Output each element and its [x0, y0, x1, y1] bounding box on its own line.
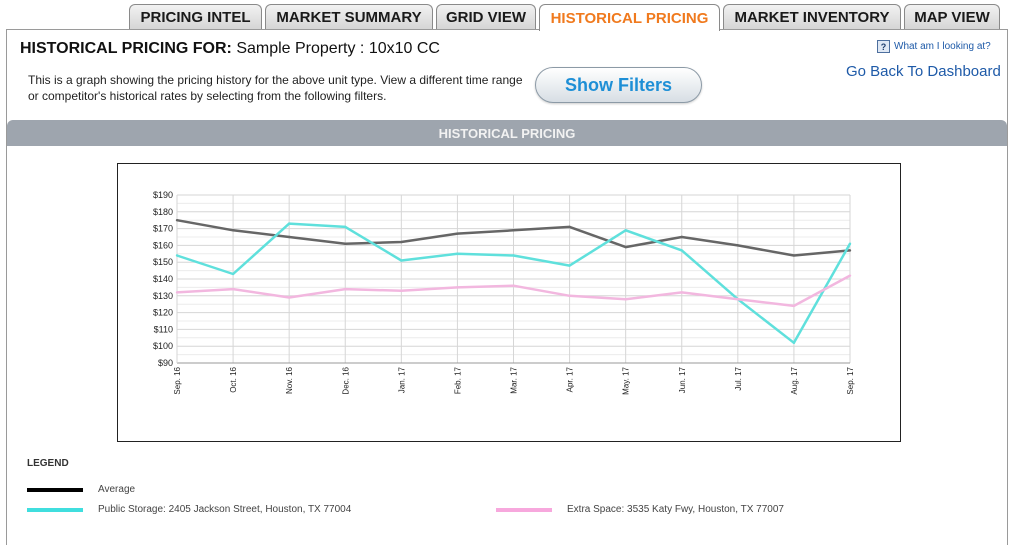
- data-point: [624, 245, 627, 249]
- legend-label: Public Storage: 2405 Jackson Street, Hou…: [98, 504, 352, 515]
- data-point: [568, 294, 571, 297]
- x-tick-label: Sep. 16: [173, 366, 182, 394]
- y-tick-label: $180: [153, 207, 173, 217]
- data-point: [792, 341, 796, 345]
- data-point: [344, 287, 347, 291]
- data-point: [680, 235, 683, 239]
- data-point: [512, 254, 515, 257]
- show-filters-button[interactable]: Show Filters: [535, 67, 702, 103]
- data-point: [568, 264, 571, 267]
- data-point: [680, 249, 683, 252]
- data-point: [344, 225, 347, 229]
- page-title-label: HISTORICAL PRICING FOR:: [20, 40, 232, 57]
- data-point: [568, 225, 571, 229]
- x-tick-label: Sep. 17: [846, 366, 855, 394]
- tab-bar: PRICING INTEL MARKET SUMMARY GRID VIEW H…: [0, 0, 1015, 31]
- question-icon: ?: [877, 40, 890, 53]
- tab-market-inventory[interactable]: MARKET INVENTORY: [723, 4, 901, 30]
- x-tick-label: Dec. 16: [341, 366, 350, 394]
- data-point: [680, 291, 683, 294]
- help-link[interactable]: ? What am I looking at?: [877, 40, 991, 53]
- y-tick-label: $150: [153, 257, 173, 267]
- x-tick-label: Jan. 17: [397, 366, 406, 393]
- section-header: HISTORICAL PRICING: [7, 120, 1007, 146]
- data-point: [736, 297, 740, 301]
- data-point: [848, 274, 852, 277]
- data-point: [792, 304, 796, 308]
- data-point: [344, 242, 347, 245]
- data-point: [736, 244, 740, 247]
- data-point: [175, 254, 179, 257]
- y-tick-label: $100: [153, 341, 173, 351]
- data-point: [792, 254, 796, 257]
- data-point: [287, 235, 291, 239]
- data-point: [456, 286, 459, 289]
- y-tick-label: $90: [158, 358, 173, 368]
- x-tick-label: Feb. 17: [453, 366, 462, 394]
- legend-swatch: [27, 487, 83, 492]
- data-point: [287, 296, 291, 299]
- legend-item-extra-space: Extra Space: 3535 Katy Fwy, Houston, TX …: [496, 504, 784, 515]
- data-point: [231, 287, 235, 291]
- legend-swatch: [27, 507, 83, 512]
- data-point: [848, 242, 852, 245]
- tab-grid-view[interactable]: GRID VIEW: [436, 4, 536, 30]
- legend-item-public-storage: Public Storage: 2405 Jackson Street, Hou…: [27, 504, 351, 515]
- data-point: [231, 272, 235, 276]
- data-point: [400, 240, 403, 244]
- data-point: [175, 291, 179, 294]
- legend-label: Extra Space: 3535 Katy Fwy, Houston, TX …: [567, 504, 784, 515]
- tab-pricing-intel[interactable]: PRICING INTEL: [129, 4, 262, 30]
- legend-item-average: Average: [27, 484, 135, 495]
- line-chart: $90 $100 $110 $120 $130 $140 $150 $160 $170 $180 $…: [153, 190, 855, 395]
- page-title: HISTORICAL PRICING FOR: Sample Property …: [20, 40, 440, 58]
- data-point: [512, 229, 515, 232]
- data-point: [231, 229, 235, 232]
- chart-container: $90 $100 $110 $120 $130 $140 $150 $160 $170 $180 $…: [117, 163, 901, 442]
- data-point: [175, 219, 179, 222]
- tab-market-summary[interactable]: MARKET SUMMARY: [265, 4, 433, 30]
- data-point: [624, 297, 627, 301]
- x-tick-label: Aug. 17: [790, 366, 799, 394]
- y-tick-label: $130: [153, 291, 173, 301]
- data-point: [400, 259, 403, 262]
- legend-title: LEGEND: [27, 458, 69, 469]
- data-point: [512, 284, 515, 287]
- y-tick-label: $190: [153, 190, 173, 200]
- tab-historical-pricing[interactable]: HISTORICAL PRICING: [539, 4, 720, 31]
- x-tick-label: Mar. 17: [510, 366, 519, 393]
- data-point: [400, 289, 403, 292]
- tab-map-view[interactable]: MAP VIEW: [904, 4, 1000, 30]
- data-point: [624, 229, 627, 232]
- back-to-dashboard-link[interactable]: Go Back To Dashboard: [846, 63, 1001, 80]
- data-point: [456, 252, 459, 255]
- legend-swatch: [496, 507, 552, 512]
- y-tick-label: $160: [153, 240, 173, 250]
- y-tick-label: $110: [154, 324, 173, 334]
- legend-label: Average: [98, 484, 136, 495]
- page-description: This is a graph showing the pricing hist…: [28, 73, 523, 103]
- x-tick-label: May. 17: [622, 366, 631, 394]
- data-point: [848, 249, 852, 252]
- y-tick-label: $140: [153, 274, 173, 284]
- x-tick-label: Nov. 16: [285, 366, 294, 394]
- x-tick-label: Jul. 17: [734, 366, 743, 390]
- y-tick-label: $120: [153, 308, 173, 318]
- page-title-value: Sample Property : 10x10 CC: [236, 40, 440, 57]
- data-point: [287, 222, 291, 225]
- x-tick-label: Apr. 17: [566, 366, 575, 392]
- x-tick-label: Jun. 17: [678, 366, 687, 393]
- x-tick-label: Oct. 16: [229, 366, 238, 392]
- y-tick-label: $170: [153, 224, 173, 234]
- data-point: [456, 232, 459, 235]
- help-link-label: What am I looking at?: [894, 41, 991, 52]
